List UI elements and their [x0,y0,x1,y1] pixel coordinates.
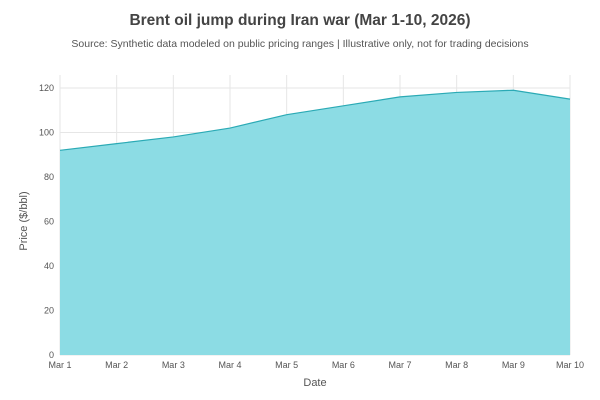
y-tick-label: 80 [44,172,54,182]
x-tick-label: Mar 8 [445,360,468,370]
area-line [59,89,571,151]
area-fill [60,90,570,355]
y-tick-label: 40 [44,261,54,271]
x-tick-label: Mar 4 [218,360,241,370]
y-tick-label: 20 [44,306,54,316]
y-tick-label: 0 [49,350,54,360]
y-tick-labels: 0 20 40 60 80 100 120 [39,83,54,360]
y-tick-label: 120 [39,83,54,93]
x-tick-label: Mar 7 [388,360,411,370]
y-tick-label: 100 [39,128,54,138]
x-tick-label: Mar 9 [502,360,525,370]
x-tick-label: Mar 5 [275,360,298,370]
chart-title: Brent oil jump during Iran war (Mar 1-10… [129,12,471,29]
x-tick-label: Mar 1 [48,360,71,370]
x-tick-label: Mar 6 [332,360,355,370]
x-tick-labels: Mar 1 Mar 2 Mar 3 Mar 4 Mar 5 Mar 6 Mar 7 Mar 8… [48,360,584,370]
x-tick-label: Mar 10 [556,360,584,370]
y-tick-label: 60 [44,217,54,227]
x-axis-label: Date [303,377,326,389]
y-axis-label: Price ($/bbl) [18,191,30,250]
x-tick-label: Mar 2 [105,360,128,370]
x-tick-label: Mar 3 [162,360,185,370]
chart-subtitle: Source: Synthetic data modeled on public… [71,38,529,50]
